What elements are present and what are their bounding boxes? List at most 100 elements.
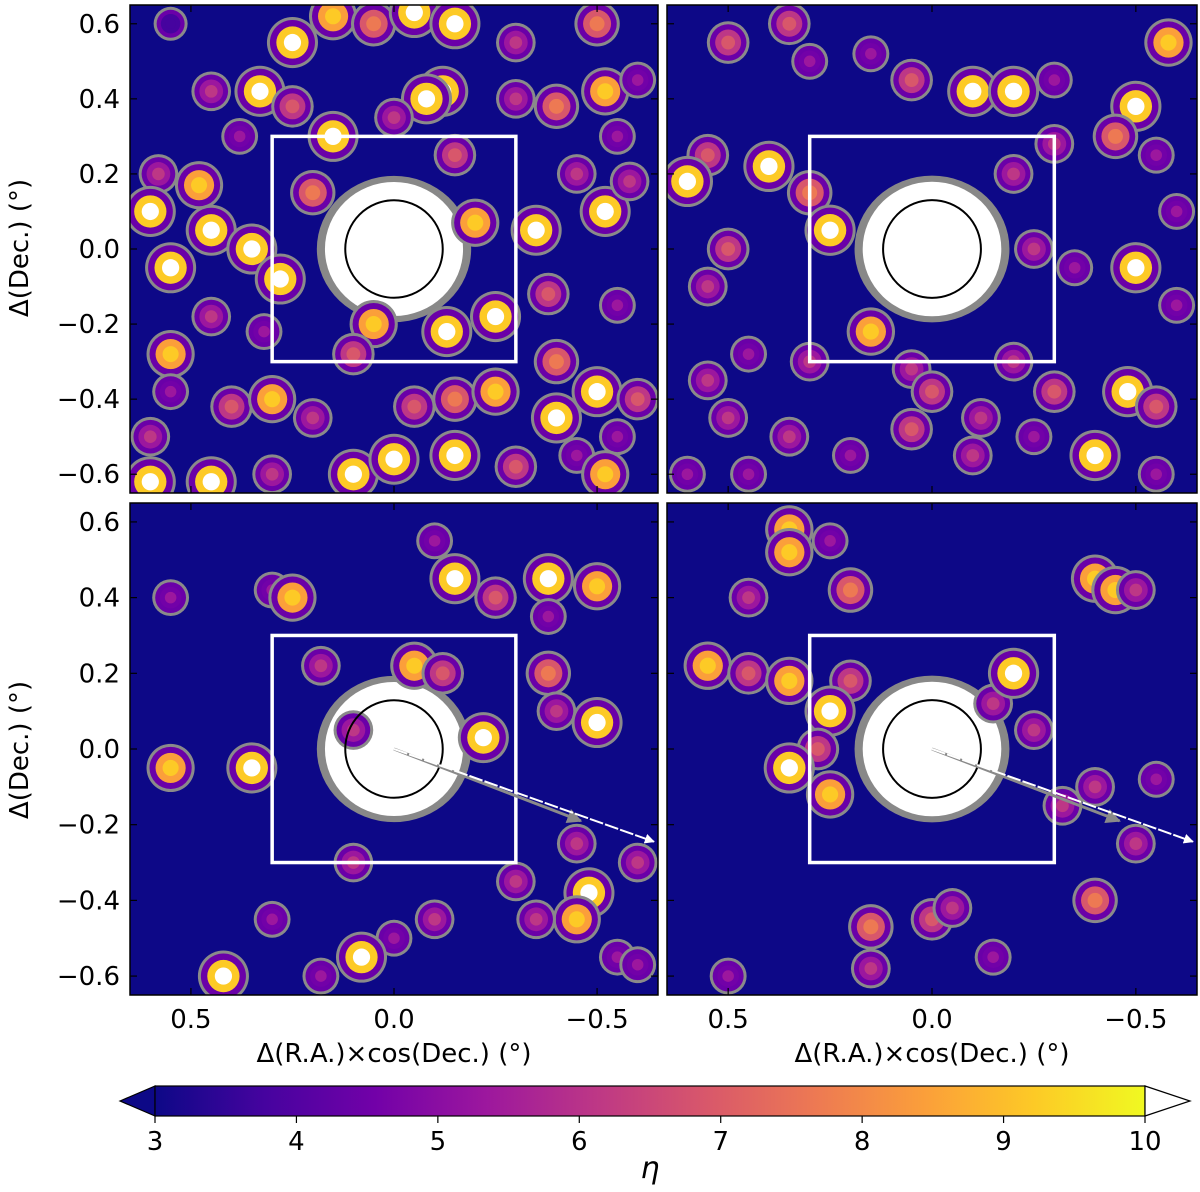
blob <box>308 5 358 41</box>
blob-core <box>539 570 557 588</box>
blob-core <box>925 384 939 399</box>
blob <box>852 35 890 73</box>
blob-core <box>162 259 180 277</box>
blob-core <box>509 36 523 49</box>
blob <box>767 5 811 46</box>
blob-core <box>271 270 289 288</box>
x-tick-label: 0.5 <box>707 1005 748 1035</box>
blob-core <box>1127 259 1145 277</box>
blob <box>1056 249 1094 287</box>
blob <box>706 21 750 64</box>
blob <box>421 306 473 358</box>
blob-core <box>164 591 177 604</box>
colorbar-high-extension <box>1144 1085 1192 1117</box>
blob <box>579 185 631 237</box>
blob-core <box>742 591 755 604</box>
blob-core <box>285 99 300 114</box>
blob-core <box>1004 664 1023 682</box>
blob <box>152 579 190 617</box>
blob <box>368 433 420 485</box>
blob-core <box>699 657 716 674</box>
blob <box>210 385 253 428</box>
blob-core <box>1150 149 1163 161</box>
blob <box>769 416 810 457</box>
blob-core <box>204 310 218 323</box>
blob <box>805 770 855 819</box>
blob <box>1092 113 1139 160</box>
blob <box>254 253 306 305</box>
blob <box>516 899 556 940</box>
blob <box>1137 455 1175 493</box>
y-tick-label: 0.4 <box>79 584 120 614</box>
blob <box>765 528 814 577</box>
blob <box>432 376 478 422</box>
blob-core <box>487 383 504 400</box>
blob <box>1015 418 1053 456</box>
blob <box>581 450 630 493</box>
panel-top-right <box>666 4 1198 494</box>
blob-core <box>865 48 877 60</box>
inner-box <box>270 134 518 364</box>
blob-core <box>742 468 755 481</box>
blob <box>226 742 278 794</box>
blob <box>335 931 388 983</box>
blob-core <box>844 449 857 462</box>
blob <box>252 454 292 493</box>
blob <box>574 5 620 47</box>
blob-core <box>314 659 328 673</box>
y-tick-label: 0.4 <box>79 85 120 115</box>
blob-core <box>568 911 585 928</box>
y-tick-label: −0.4 <box>57 886 120 916</box>
blob-core <box>700 148 715 163</box>
blob-core <box>722 970 734 982</box>
blob-core <box>1068 261 1081 274</box>
tidal-radius-circle <box>344 699 444 799</box>
blob <box>332 332 375 376</box>
blob-core <box>387 111 401 124</box>
blob <box>572 562 622 611</box>
blob-core <box>742 348 755 360</box>
blob-core <box>946 901 959 915</box>
blob <box>987 65 1040 117</box>
blob-core <box>1170 205 1183 218</box>
blob <box>1137 760 1175 798</box>
blob-core <box>540 665 556 681</box>
blob-core <box>760 157 778 176</box>
panel-bottom-right: 0.5 0.0 −0.5 <box>666 502 1198 1035</box>
blob <box>987 647 1040 699</box>
blob-core <box>822 786 839 803</box>
blob <box>302 957 340 995</box>
blob <box>421 652 464 695</box>
blob-core <box>966 449 980 462</box>
blob-core <box>630 392 645 407</box>
blob <box>706 227 750 271</box>
y-axis-label-top: Δ(Dec.) (°) <box>5 179 35 317</box>
blob <box>598 286 636 324</box>
blob <box>974 938 1012 976</box>
blob-core <box>781 544 798 561</box>
blob-core <box>548 354 564 370</box>
blob-core <box>810 742 825 756</box>
density-blobs <box>667 5 1196 493</box>
blob <box>730 335 768 373</box>
blob <box>619 946 657 984</box>
blob <box>1014 229 1054 269</box>
blob <box>416 522 454 560</box>
blob-core <box>741 666 756 681</box>
blob-core <box>1119 383 1137 401</box>
blob <box>1069 429 1121 482</box>
panel-bottom-left: 0.6 0.4 0.2 0.0 −0.2 −0.4 −0.6 0.5 0.0 −0.5 <box>57 502 659 1035</box>
blob <box>393 385 436 428</box>
blob <box>510 204 562 256</box>
blob-core <box>1127 97 1145 115</box>
blob-core <box>366 16 382 32</box>
blob-core <box>407 399 422 414</box>
blob <box>1032 370 1076 413</box>
blob-core <box>266 913 278 926</box>
blob <box>932 888 973 928</box>
blob <box>831 436 869 474</box>
blob-core <box>721 411 735 425</box>
blob <box>848 904 894 950</box>
blob <box>1134 385 1178 428</box>
blob <box>351 5 397 47</box>
